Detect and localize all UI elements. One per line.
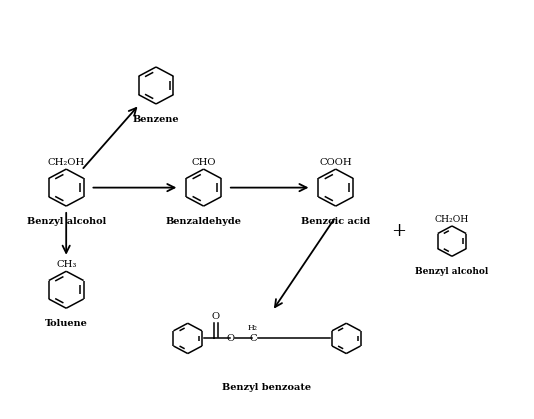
Text: CH₃: CH₃ (56, 260, 76, 269)
Text: CHO: CHO (191, 158, 216, 167)
Text: O: O (226, 334, 234, 343)
Text: Benzene: Benzene (133, 115, 179, 124)
Text: CH₂OH: CH₂OH (435, 215, 469, 224)
Text: CH₂OH: CH₂OH (48, 158, 85, 167)
Text: Benzoic acid: Benzoic acid (301, 217, 370, 226)
Text: Benzyl benzoate: Benzyl benzoate (223, 383, 311, 392)
Text: O: O (212, 312, 220, 321)
Text: Benzaldehyde: Benzaldehyde (166, 217, 241, 226)
Text: Toluene: Toluene (45, 319, 88, 328)
Text: Benzyl alcohol: Benzyl alcohol (27, 217, 106, 226)
Text: C: C (249, 334, 257, 343)
Text: COOH: COOH (319, 158, 352, 167)
Text: H₂: H₂ (248, 323, 258, 331)
Text: +: + (391, 222, 406, 241)
Text: Benzyl alcohol: Benzyl alcohol (415, 267, 489, 276)
